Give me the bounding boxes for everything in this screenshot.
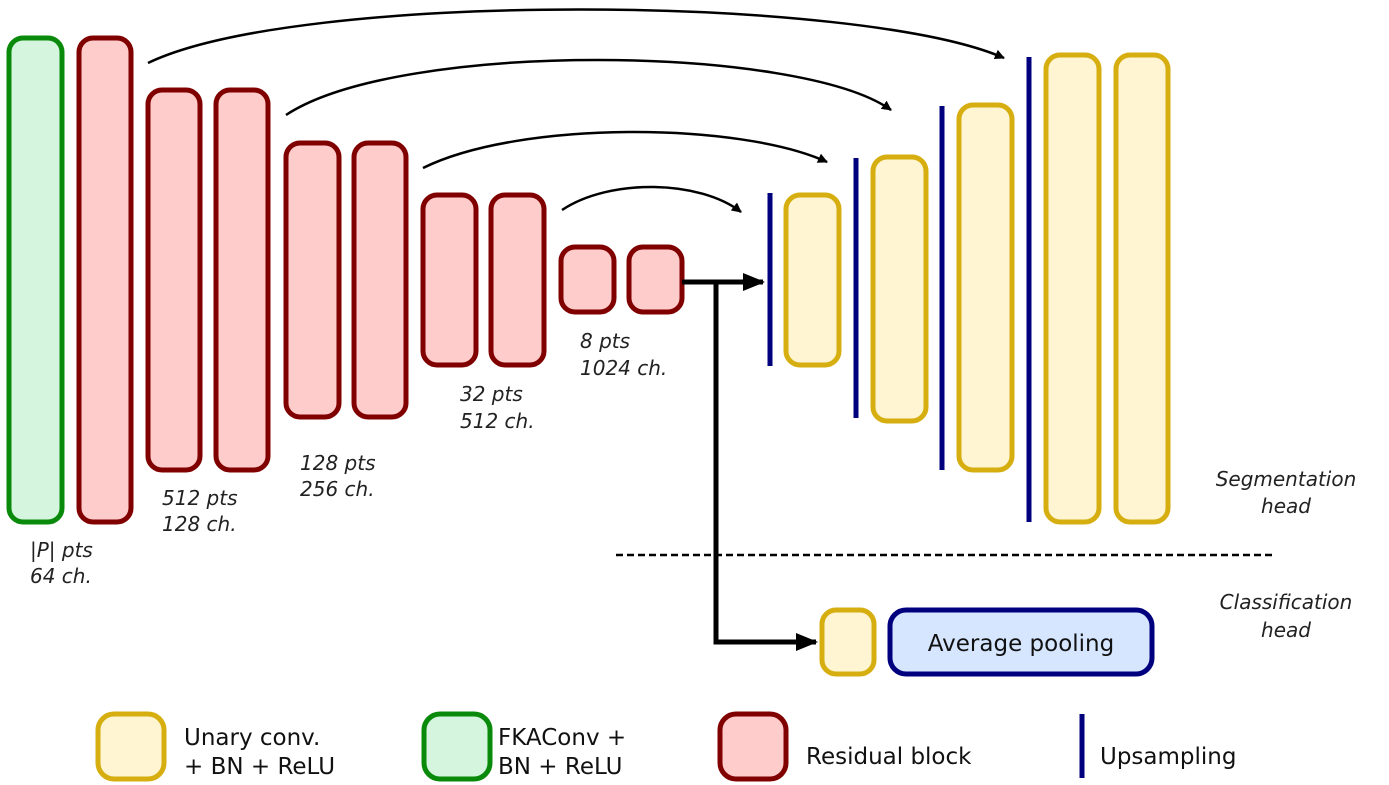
label-level-2-pts: 512 pts [162, 486, 238, 510]
classification-head-label-1: Classification [1220, 590, 1353, 614]
residual-block-1 [76, 35, 134, 525]
legend-fka-swatch [421, 711, 493, 782]
residual-block-4a [420, 192, 479, 368]
legend-fka-label-1: FKAConv + [498, 725, 626, 751]
label-level-5-pts: 8 pts [580, 329, 630, 353]
residual-block-3b [351, 140, 409, 420]
label-level-1-ch: 64 ch. [30, 564, 92, 588]
residual-block-5a [558, 244, 617, 315]
segmentation-head-label-1: Segmentation [1216, 467, 1357, 491]
legend-unary-swatch [95, 711, 167, 782]
average-pooling-block [887, 607, 1155, 677]
fka-conv-block [6, 35, 65, 525]
label-level-3-pts: 128 pts [300, 451, 376, 475]
label-level-4-pts: 32 pts [460, 382, 523, 406]
classification-unary-block [819, 607, 877, 677]
skip-connection-3 [422, 130, 828, 170]
residual-block-5b [626, 244, 685, 315]
legend: Unary conv. + BN + ReLU FKAConv + BN + R… [95, 711, 1236, 782]
bottleneck-to-classifier-arrow [713, 282, 818, 651]
legend-fka-label-2: BN + ReLU [498, 754, 622, 780]
residual-block-4b [488, 192, 547, 368]
label-level-1-pts: |P| pts [30, 538, 93, 562]
label-level-2-ch: 128 ch. [162, 512, 237, 536]
residual-block-2a [145, 87, 203, 473]
residual-block-2b [213, 87, 271, 473]
skip-connection-1 [147, 8, 1005, 65]
unary-block-3 [956, 102, 1015, 473]
legend-residual-label: Residual block [806, 744, 972, 770]
unary-block-4a [1043, 52, 1102, 525]
skip-connection-2 [285, 58, 892, 117]
unary-block-2 [870, 154, 929, 424]
average-pooling-label: Average pooling [928, 631, 1114, 657]
label-level-5-ch: 1024 ch. [580, 356, 667, 380]
residual-block-3a [283, 140, 342, 420]
classification-head-label-2: head [1261, 618, 1311, 642]
segmentation-head-label-2: head [1261, 494, 1311, 518]
legend-unary-label-1: Unary conv. [184, 725, 320, 751]
legend-upsampling-label: Upsampling [1100, 744, 1236, 770]
unary-block-1 [783, 192, 842, 368]
legend-residual-swatch [717, 711, 789, 782]
unary-block-4b [1113, 52, 1171, 525]
label-level-4-ch: 512 ch. [460, 409, 535, 433]
skip-connection-4 [561, 185, 742, 213]
legend-unary-label-2: + BN + ReLU [184, 754, 335, 780]
label-level-3-ch: 256 ch. [300, 477, 375, 501]
